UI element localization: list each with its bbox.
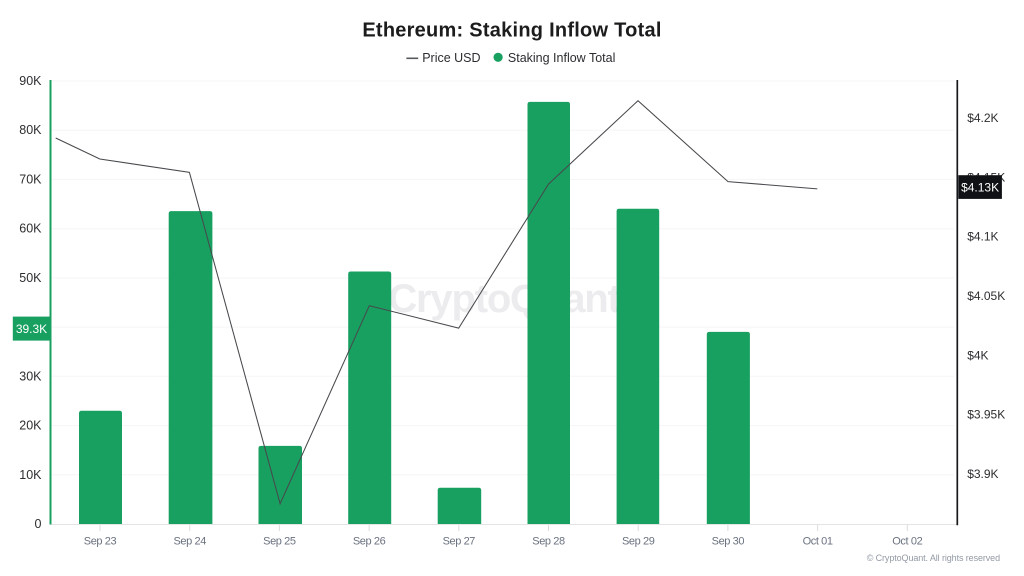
svg-text:$4.05K: $4.05K [967,289,1005,303]
svg-text:80K: 80K [19,123,42,137]
svg-text:10K: 10K [19,468,42,482]
svg-text:30K: 30K [19,369,42,383]
svg-text:$4.13K: $4.13K [961,180,999,194]
svg-text:Sep 27: Sep 27 [443,536,476,548]
svg-text:Oct 01: Oct 01 [803,536,833,548]
svg-text:Sep 23: Sep 23 [84,536,117,548]
svg-text:Price USD: Price USD [422,51,480,65]
svg-text:60K: 60K [19,222,42,236]
svg-text:Sep 25: Sep 25 [263,536,296,548]
svg-text:70K: 70K [19,172,42,186]
svg-text:20K: 20K [19,419,42,433]
svg-text:Sep 28: Sep 28 [532,536,565,548]
svg-text:90K: 90K [19,74,42,88]
svg-text:Sep 29: Sep 29 [622,536,655,548]
svg-text:0: 0 [35,517,42,531]
svg-text:$4.2K: $4.2K [967,111,998,125]
svg-text:Sep 24: Sep 24 [173,536,206,548]
svg-text:39.3K: 39.3K [16,322,47,336]
svg-text:Ethereum: Staking Inflow Total: Ethereum: Staking Inflow Total [362,20,661,42]
svg-text:$4K: $4K [967,348,988,362]
svg-text:Oct 02: Oct 02 [892,536,922,548]
svg-text:$3.95K: $3.95K [967,408,1005,422]
svg-text:Staking Inflow Total: Staking Inflow Total [508,51,615,65]
svg-text:$4.1K: $4.1K [967,230,998,244]
svg-text:CryptoQuant: CryptoQuant [388,277,620,321]
svg-text:$3.9K: $3.9K [967,467,998,481]
svg-text:© CryptoQuant. All rights rese: © CryptoQuant. All rights reserved [867,553,1000,563]
svg-text:50K: 50K [19,271,42,285]
svg-text:Sep 30: Sep 30 [712,536,745,548]
svg-text:Sep 26: Sep 26 [353,536,386,548]
